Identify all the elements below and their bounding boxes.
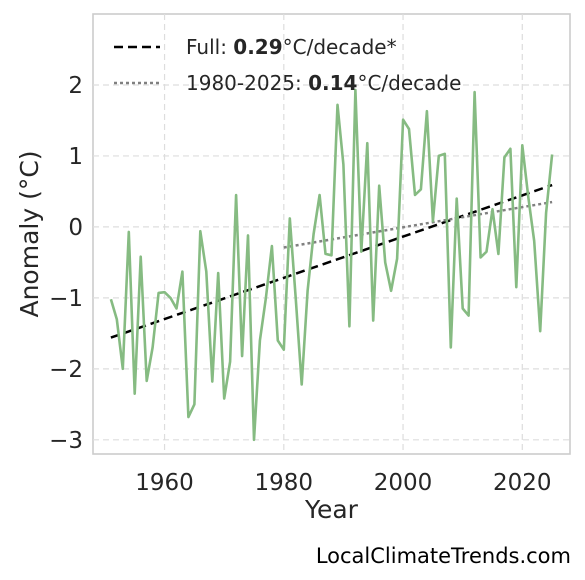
legend-label-2: 1980-2025: 0.14°C/decade (186, 71, 461, 95)
legend-label-prefix: Full: (186, 35, 233, 59)
x-tick-label: 2020 (493, 470, 552, 496)
series-lines (109, 88, 554, 442)
y-tick-label: −1 (49, 286, 83, 312)
y-tick-label: −2 (49, 357, 83, 383)
x-tick-labels: 1960 1980 2000 2020 (135, 470, 551, 496)
legend-label-suffix: °C/decade (357, 71, 461, 95)
legend-label-1: Full: 0.29°C/decade* (186, 35, 397, 59)
x-axis-label: Year (304, 495, 359, 524)
gridlines (93, 14, 570, 454)
legend-label-value: 0.14 (308, 71, 357, 95)
legend: Full: 0.29°C/decade*1980-2025: 0.14°C/de… (114, 35, 461, 95)
x-tick-label: 1960 (135, 470, 194, 496)
y-tick-label: 0 (68, 215, 83, 241)
y-tick-label: −3 (49, 428, 83, 454)
y-tick-label: 1 (68, 144, 83, 170)
y-axis-label: Anomaly (°C) (15, 150, 44, 317)
y-tick-label: 2 (68, 73, 83, 99)
legend-label-suffix: °C/decade* (283, 35, 397, 59)
watermark: LocalClimateTrends.com (315, 544, 571, 568)
x-tick-label: 2000 (374, 470, 433, 496)
x-tick-label: 1980 (255, 470, 314, 496)
legend-label-value: 0.29 (233, 35, 282, 59)
legend-label-prefix: 1980-2025: (186, 71, 308, 95)
series-line-1 (109, 88, 554, 442)
y-tick-labels: −3 −2 −1 0 1 2 (49, 73, 83, 454)
